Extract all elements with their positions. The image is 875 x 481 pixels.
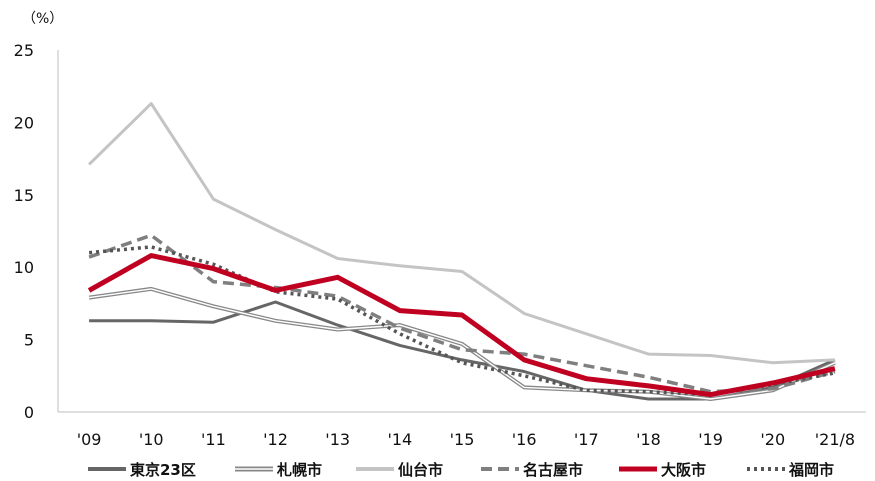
y-unit-label: （%） (22, 11, 63, 27)
series-2 (88, 286, 836, 401)
series-3 (88, 102, 835, 365)
x-tick-label: '17 (574, 430, 599, 449)
x-axis: '09 '10 '11 '12 '13 '14 '15 '16 '17 '18 '19 '20 '21/… (58, 411, 866, 449)
series-line-inner (89, 288, 836, 400)
y-axis: 0 5 10 15 20 25 (14, 41, 59, 422)
legend-label: 仙台市 (398, 461, 443, 479)
x-tick-label: '09 (77, 430, 102, 449)
series-line (88, 245, 836, 397)
x-tick-label: '14 (387, 430, 412, 449)
x-tick-label: '20 (760, 430, 785, 449)
series-line (87, 253, 836, 398)
x-tick-label: '15 (450, 430, 475, 449)
legend-item: 仙台市 (356, 461, 443, 479)
series-4 (88, 233, 836, 394)
x-tick-label: '19 (698, 430, 723, 449)
legend-item: 福岡市 (747, 461, 834, 479)
y-tick-label: 15 (14, 186, 34, 205)
legend-item: 名古屋市 (481, 461, 583, 479)
y-tick-label: 20 (14, 113, 34, 132)
y-tick-label: 5 (24, 331, 34, 350)
y-tick-label: 0 (24, 403, 34, 422)
series-line (88, 102, 835, 365)
x-tick-label: '10 (139, 430, 164, 449)
legend-label: 東京23区 (130, 461, 196, 479)
legend: 東京23区 札幌市 仙台市 名古屋市 大阪市 福岡市 (88, 461, 834, 479)
x-tick-label: '21/8 (815, 430, 855, 449)
legend-item: 札幌市 (235, 461, 322, 479)
x-tick-label: '12 (263, 430, 288, 449)
x-tick-label: '18 (636, 430, 661, 449)
legend-label: 名古屋市 (523, 461, 583, 479)
legend-label: 札幌市 (276, 461, 322, 479)
series-line (88, 233, 836, 394)
legend-item: 東京23区 (88, 461, 196, 479)
x-tick-label: '16 (512, 430, 537, 449)
y-tick-label: 25 (14, 41, 34, 60)
series-5 (87, 253, 836, 398)
legend-item: 大阪市 (619, 461, 706, 479)
series-layer (87, 102, 836, 401)
x-tick-label: '11 (201, 430, 226, 449)
x-tick-label: '13 (325, 430, 350, 449)
legend-label: 福岡市 (788, 461, 834, 479)
series-6 (88, 245, 836, 397)
legend-label: 大阪市 (661, 461, 706, 479)
y-tick-label: 10 (14, 258, 34, 277)
